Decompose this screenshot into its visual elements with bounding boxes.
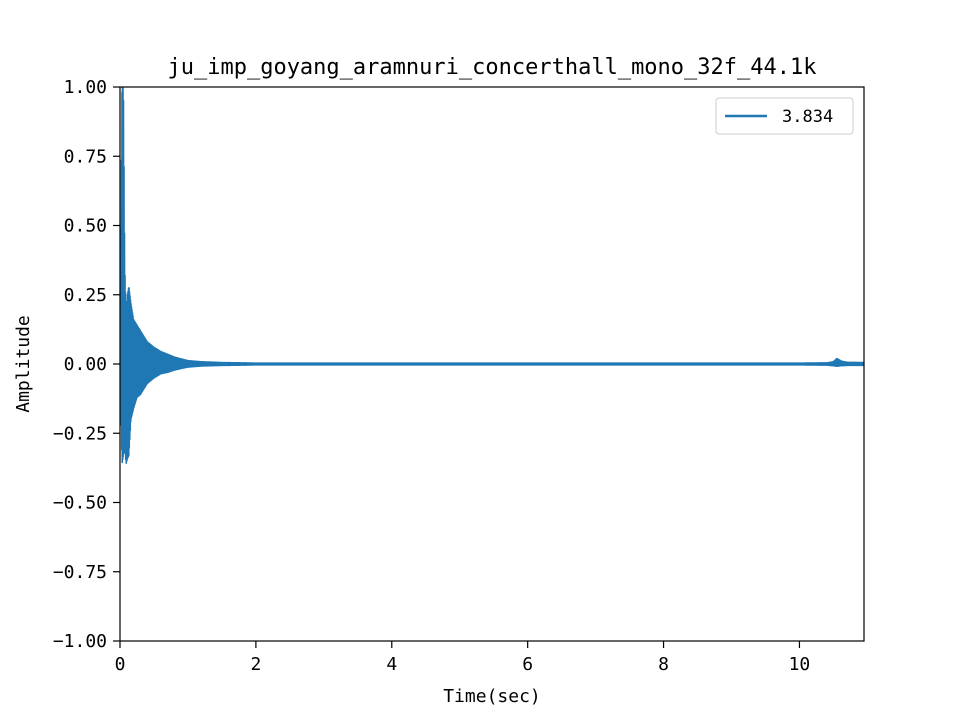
legend: 3.834 — [715, 97, 854, 135]
y-axis: 1.00 0.75 0.50 0.25 0.00 −0.25 −0.50 −0.75 −1.00 — [53, 77, 120, 652]
x-tick-label: 8 — [658, 654, 669, 675]
y-tick-label: 0.25 — [64, 285, 107, 306]
x-tick-label: 10 — [789, 654, 811, 675]
x-tick-label: 4 — [386, 654, 397, 675]
x-axis: 0 2 4 6 8 10 — [115, 641, 811, 675]
y-tick-label: −1.00 — [53, 631, 107, 652]
y-tick-label: −0.25 — [53, 423, 107, 444]
y-tick-label: −0.50 — [53, 493, 107, 514]
x-axis-label: Time(sec) — [443, 686, 541, 707]
y-tick-label: 0.00 — [64, 354, 107, 375]
x-tick-label: 6 — [522, 654, 533, 675]
y-axis-label: Amplitude — [13, 315, 34, 413]
y-tick-label: −0.75 — [53, 562, 107, 583]
x-tick-label: 2 — [250, 654, 261, 675]
chart-title: ju_imp_goyang_aramnuri_concerthall_mono_… — [167, 55, 816, 80]
y-tick-label: 0.50 — [64, 216, 107, 237]
y-tick-label: 0.75 — [64, 146, 107, 167]
x-tick-label: 0 — [115, 654, 126, 675]
y-tick-label: 1.00 — [64, 77, 107, 98]
series-line-3834 — [120, 87, 864, 464]
legend-label: 3.834 — [782, 107, 833, 127]
legend-frame — [715, 97, 854, 135]
series-layer — [120, 87, 864, 464]
